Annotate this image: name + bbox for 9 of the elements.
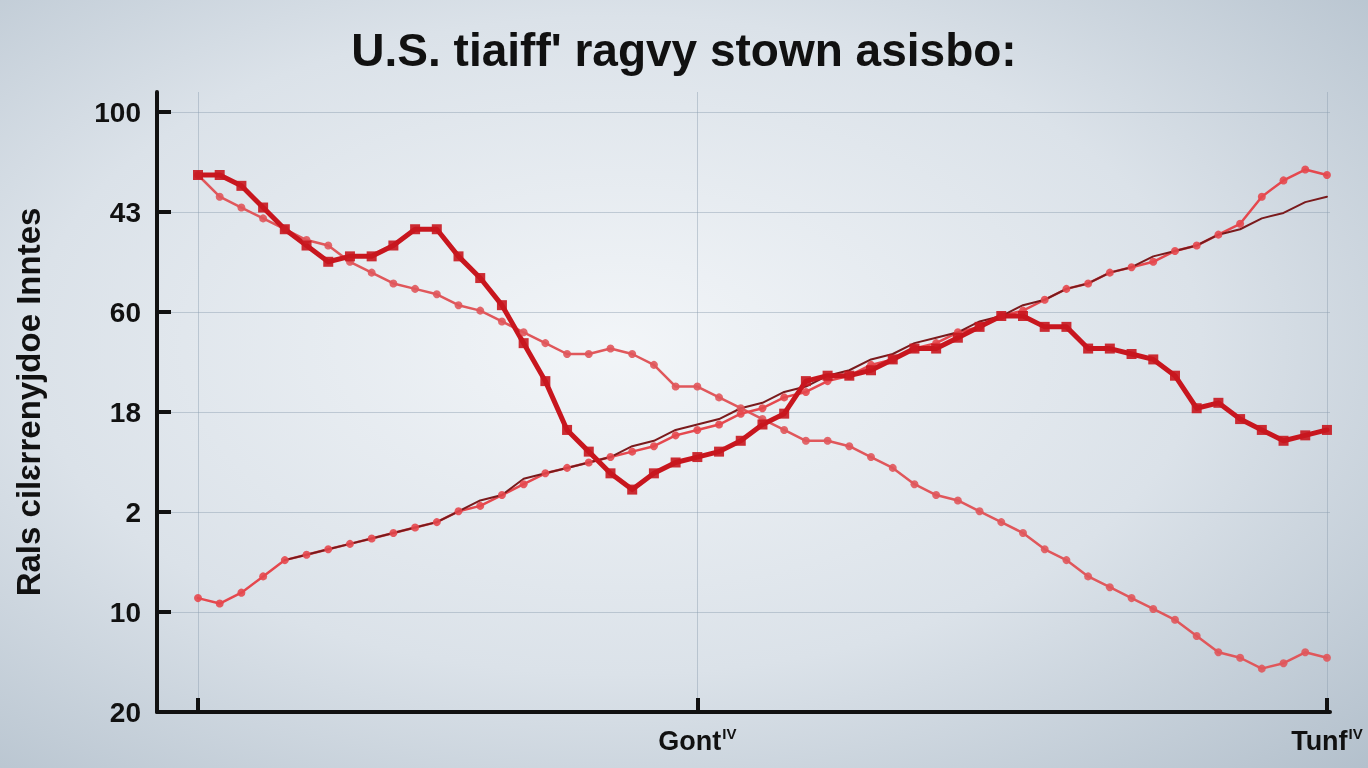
text: 2 [125, 496, 141, 528]
text: 43 [109, 196, 141, 228]
text: 18 [109, 396, 141, 428]
text: 100 [94, 96, 141, 128]
text: 10 [109, 596, 141, 628]
chart-title: U.S. tiaiff' ragvy stown asisbo: [351, 24, 1017, 76]
text: 60 [109, 296, 141, 328]
y-axis-title: Rals cilɛrrenyjdoe Inntes [10, 207, 47, 597]
text: 20 [109, 696, 141, 728]
